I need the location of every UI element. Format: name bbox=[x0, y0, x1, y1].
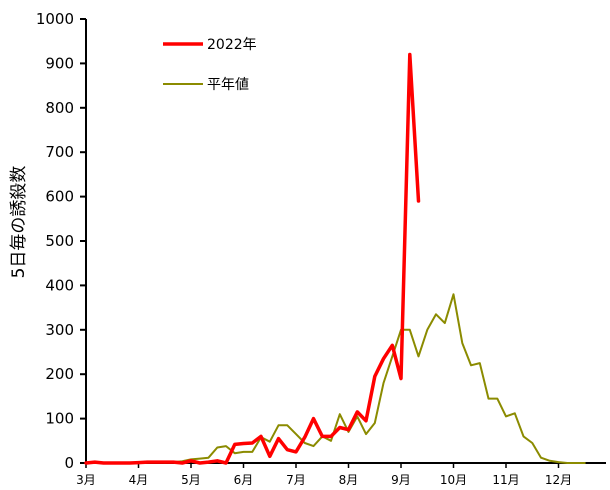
legend-label-2022: 2022年 bbox=[207, 37, 257, 53]
y-tick-label: 600 bbox=[45, 188, 74, 206]
x-tick-label: 3月 bbox=[76, 473, 96, 487]
series-lines bbox=[84, 52, 586, 465]
y-tick-label: 0 bbox=[64, 454, 74, 472]
x-tick-label: 8月 bbox=[339, 473, 359, 487]
x-tick-label: 6月 bbox=[234, 473, 254, 487]
y-tick-label: 1000 bbox=[36, 10, 74, 28]
x-tick-label: 10月 bbox=[440, 473, 467, 487]
x-tick-label: 11月 bbox=[492, 473, 519, 487]
y-tick-label: 700 bbox=[45, 143, 74, 161]
x-tick-label: 4月 bbox=[129, 473, 149, 487]
x-tick-label: 9月 bbox=[391, 473, 411, 487]
x-axis-ticks: 3月 4月 5月 6月 7月 8月 9月 10月 11月 12月 bbox=[76, 463, 572, 487]
y-tick-label: 200 bbox=[45, 365, 74, 383]
y-axis-label: 5日毎の誘殺数 bbox=[9, 166, 29, 279]
x-tick-label: 12月 bbox=[545, 473, 572, 487]
y-tick-label: 300 bbox=[45, 321, 74, 339]
y-axis-ticks: 0 100 200 300 400 500 600 700 800 900 1000 bbox=[36, 10, 86, 472]
y-tick-label: 500 bbox=[45, 232, 74, 250]
legend-label-normal: 平年値 bbox=[207, 77, 249, 93]
series-line-normal bbox=[85, 293, 586, 464]
y-tick-label: 800 bbox=[45, 99, 74, 117]
x-tick-label: 5月 bbox=[181, 473, 201, 487]
legend: 2022年 平年値 bbox=[163, 37, 257, 93]
x-tick-label: 7月 bbox=[286, 473, 306, 487]
y-tick-label: 100 bbox=[45, 410, 74, 428]
y-tick-label: 400 bbox=[45, 276, 74, 294]
y-tick-label: 900 bbox=[45, 54, 74, 72]
series-line-2022 bbox=[84, 52, 421, 465]
